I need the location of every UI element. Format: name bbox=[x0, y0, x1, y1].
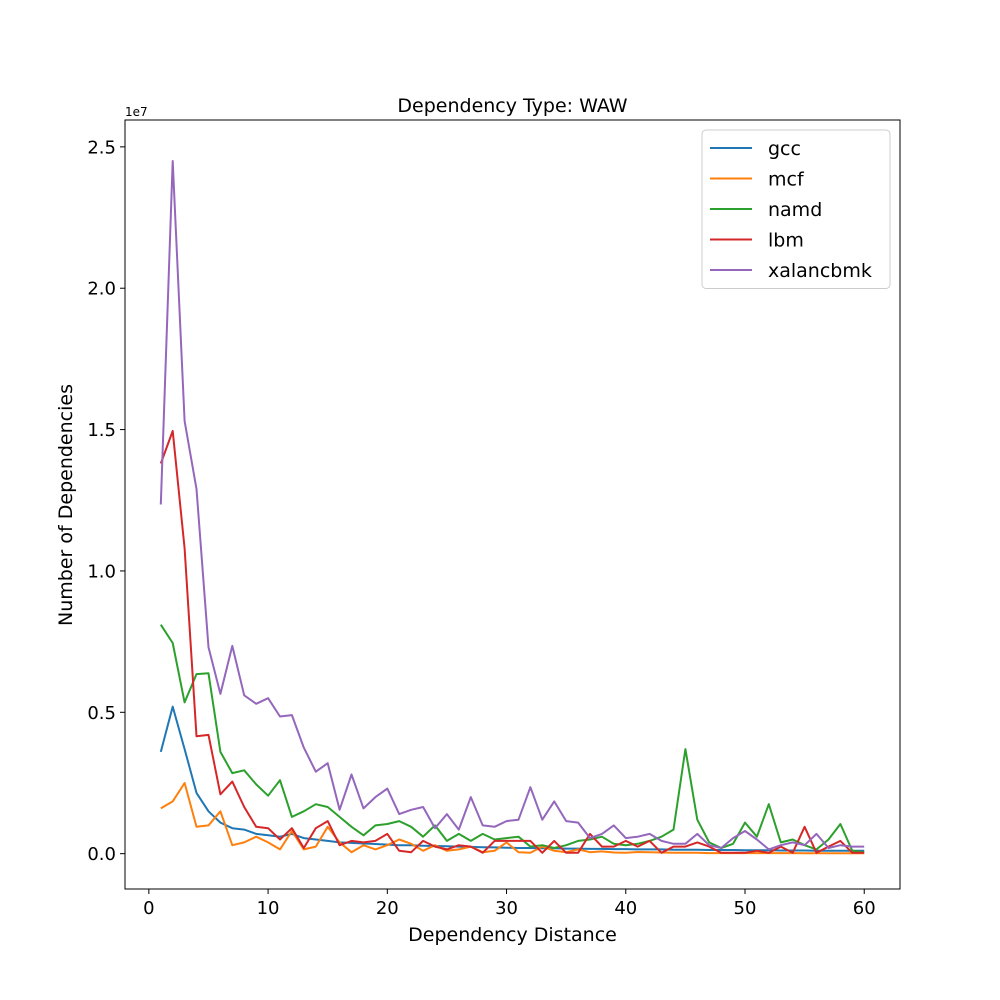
y-offset-label: 1e7 bbox=[125, 105, 148, 119]
y-tick-label: 2.5 bbox=[87, 137, 116, 158]
series-line-namd bbox=[159, 624, 865, 854]
legend: gcc mcf namd lbm xalancbmk bbox=[701, 129, 891, 289]
legend-box bbox=[701, 129, 891, 289]
legend-label-namd: namd bbox=[768, 199, 822, 221]
series-layer bbox=[159, 160, 865, 855]
x-tick-label: 0 bbox=[143, 898, 154, 919]
series-line-xalancbmk bbox=[159, 160, 865, 851]
x-tick-label: 50 bbox=[734, 898, 757, 919]
legend-label-mcf: mcf bbox=[768, 169, 805, 191]
chart-title: Dependency Type: WAW bbox=[397, 95, 627, 117]
y-axis-title: Number of Dependencies bbox=[55, 384, 77, 626]
y-axis: 0.0 0.5 1.0 1.5 2.0 2.5 bbox=[87, 137, 125, 865]
legend-label-gcc: gcc bbox=[768, 138, 801, 160]
y-tick-label: 1.5 bbox=[87, 420, 116, 441]
y-tick-label: 0.5 bbox=[87, 703, 116, 724]
y-tick-label: 1.0 bbox=[87, 561, 116, 582]
x-tick-label: 30 bbox=[495, 898, 518, 919]
plot-frame bbox=[124, 119, 901, 890]
x-tick-label: 20 bbox=[376, 898, 399, 919]
x-tick-label: 60 bbox=[853, 898, 876, 919]
y-tick-label: 0.0 bbox=[87, 844, 116, 865]
x-axis: 0 10 20 30 40 50 60 bbox=[143, 889, 876, 919]
y-tick-label: 2.0 bbox=[87, 279, 116, 300]
x-tick-label: 40 bbox=[614, 898, 637, 919]
x-tick-label: 10 bbox=[257, 898, 280, 919]
legend-label-lbm: lbm bbox=[768, 230, 804, 252]
legend-label-xalancbmk: xalancbmk bbox=[768, 260, 872, 282]
x-axis-title: Dependency Distance bbox=[408, 924, 617, 946]
series-line-lbm bbox=[159, 430, 865, 854]
